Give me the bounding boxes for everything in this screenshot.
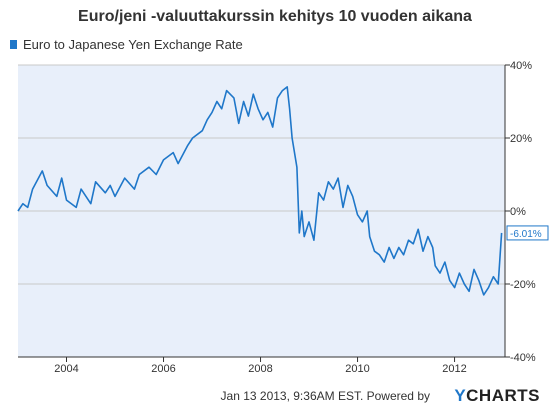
last-value-box — [506, 225, 549, 241]
last-value-label: -6.01% — [510, 229, 542, 240]
series-line — [17, 86, 503, 296]
x-tick-label: 2006 — [151, 363, 175, 375]
x-tick-label: 2004 — [54, 363, 78, 375]
chart-title: Euro/jeni -valuuttakurssin kehitys 10 vu… — [78, 8, 472, 25]
legend: Euro to Japanese Yen Exchange Rate — [10, 37, 243, 52]
y-tick-label: 20% — [510, 133, 532, 145]
y-tick-label: 0% — [510, 206, 526, 218]
ycharts-logo: YCHARTS — [454, 386, 540, 405]
x-tick-label: 2010 — [345, 363, 369, 375]
footer-text: Jan 13 2013, 9:36AM EST. Powered by — [220, 389, 430, 403]
y-tick-label: -20% — [510, 279, 536, 291]
legend-swatch — [10, 40, 17, 49]
x-tick-label: 2008 — [248, 363, 272, 375]
y-tick-label: -40% — [510, 352, 536, 364]
y-tick-label: 40% — [510, 60, 532, 72]
legend-label: Euro to Japanese Yen Exchange Rate — [23, 37, 243, 52]
x-tick-label: 2012 — [442, 363, 466, 375]
footer: Jan 13 2013, 9:36AM EST. Powered by YCHA… — [0, 386, 550, 405]
